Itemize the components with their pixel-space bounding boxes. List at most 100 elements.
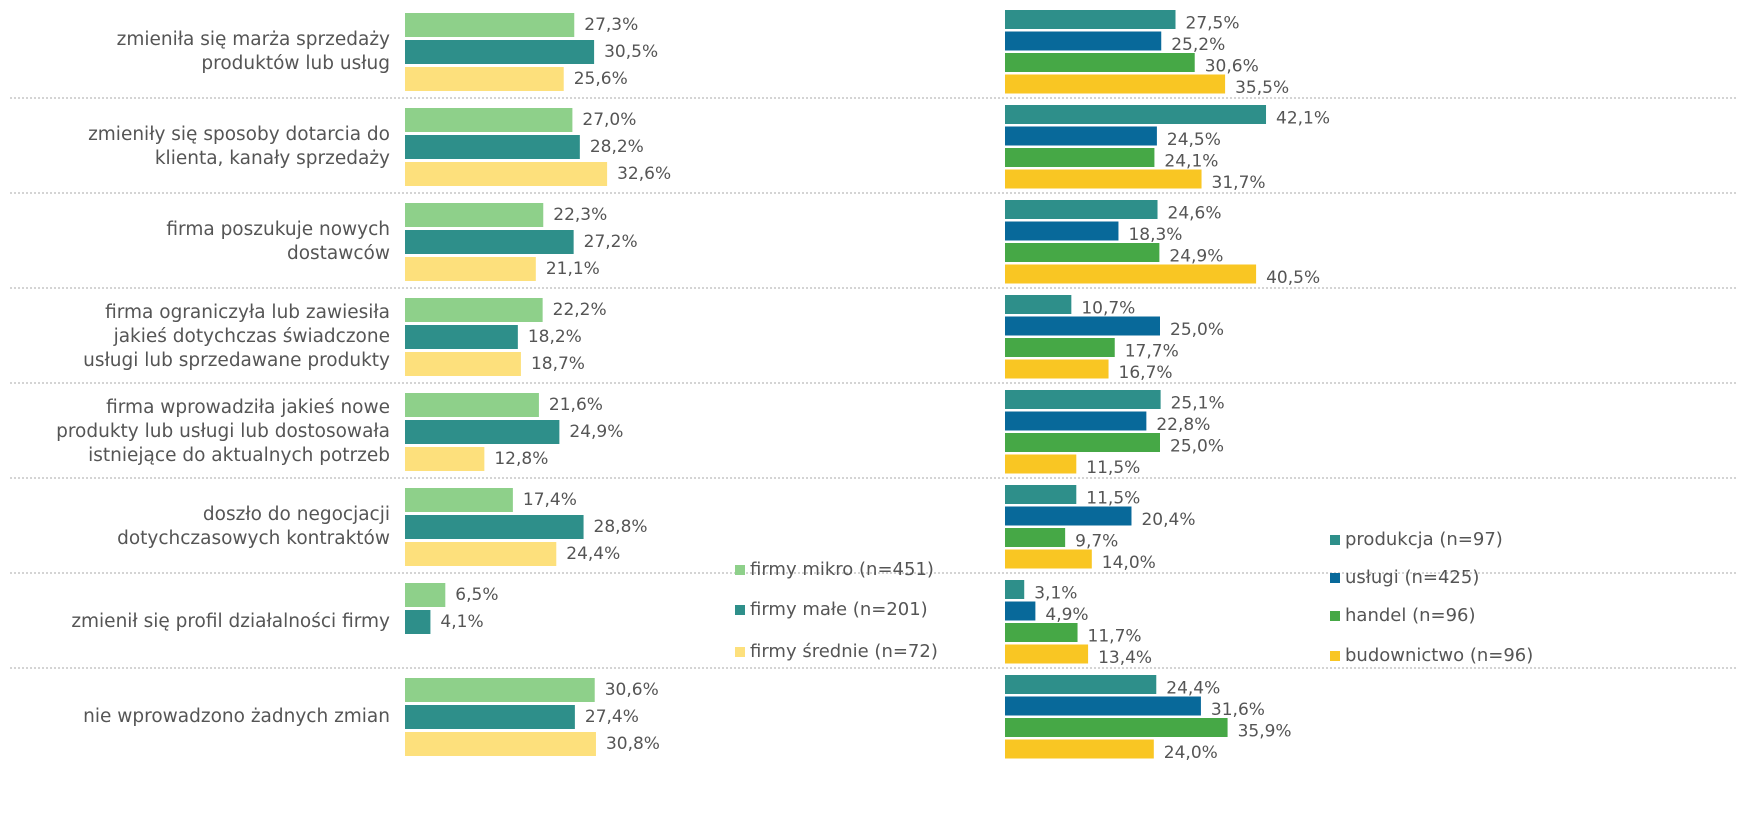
bar — [1005, 74, 1226, 94]
value-label: 27,2% — [584, 232, 638, 252]
value-label: 24,9% — [569, 422, 623, 442]
value-label: 18,7% — [531, 354, 585, 374]
category-label: zmieniła się marża sprzedaży produktów l… — [116, 29, 390, 74]
bar — [405, 515, 584, 539]
value-label: 40,5% — [1266, 268, 1320, 288]
bar — [1005, 126, 1157, 146]
value-label: 4,9% — [1045, 605, 1088, 625]
value-label: 24,0% — [1164, 743, 1218, 763]
bar — [405, 447, 485, 471]
value-label: 31,7% — [1212, 173, 1266, 193]
value-label: 30,6% — [605, 680, 659, 700]
legend-swatch — [1330, 573, 1340, 583]
bar — [405, 203, 544, 227]
value-label: 16,7% — [1119, 363, 1173, 383]
value-label: 22,3% — [553, 205, 607, 225]
value-label: 25,2% — [1171, 35, 1225, 55]
value-label: 24,5% — [1167, 130, 1221, 150]
bar — [1005, 644, 1089, 664]
bar — [1005, 696, 1201, 716]
category-label: firma ograniczyła lub zawiesiła jakieś d… — [83, 302, 390, 371]
value-label: 42,1% — [1276, 109, 1330, 129]
bar — [1005, 528, 1066, 547]
legend-label: firmy mikro (n=451) — [750, 559, 934, 580]
legend-swatch — [735, 605, 745, 615]
value-label: 28,2% — [590, 137, 644, 157]
bar — [405, 678, 595, 702]
bar — [405, 230, 574, 254]
legend-swatch — [735, 647, 745, 657]
value-label: 17,7% — [1125, 342, 1179, 362]
bar — [1005, 580, 1025, 599]
bar — [1005, 338, 1115, 357]
legend-label: firmy małe (n=201) — [750, 599, 928, 620]
bar — [405, 705, 575, 729]
value-label: 13,4% — [1098, 648, 1152, 668]
bar — [1005, 506, 1132, 526]
value-label: 27,5% — [1186, 14, 1240, 34]
value-label: 3,1% — [1034, 584, 1077, 604]
bar — [405, 732, 596, 756]
value-label: 31,6% — [1211, 700, 1265, 720]
bar — [405, 583, 446, 607]
bar — [405, 420, 560, 444]
value-label: 11,5% — [1086, 458, 1140, 478]
bar — [1005, 623, 1078, 642]
value-label: 17,4% — [523, 490, 577, 510]
bar — [1005, 169, 1202, 189]
value-label: 22,2% — [553, 300, 607, 320]
bar — [1005, 485, 1077, 504]
legend-label: budownictwo (n=96) — [1345, 645, 1533, 666]
bar — [405, 298, 543, 322]
value-label: 11,7% — [1088, 627, 1142, 647]
value-label: 25,0% — [1170, 437, 1224, 457]
category-label: zmieniły się sposoby dotarcia do klienta… — [88, 124, 390, 169]
bar — [405, 352, 521, 376]
bar — [405, 488, 513, 512]
bar — [1005, 243, 1160, 262]
legend-label: produkcja (n=97) — [1345, 529, 1503, 550]
bar — [1005, 390, 1161, 409]
value-label: 11,5% — [1086, 489, 1140, 509]
category-label: zmienił się profil działalności firmy — [71, 611, 390, 632]
value-label: 30,6% — [1205, 57, 1259, 77]
value-label: 30,8% — [606, 734, 660, 754]
value-label: 10,7% — [1081, 299, 1135, 319]
value-label: 24,6% — [1168, 204, 1222, 224]
value-label: 9,7% — [1075, 532, 1118, 552]
bar — [1005, 359, 1109, 379]
value-label: 18,2% — [528, 327, 582, 347]
value-label: 27,0% — [582, 110, 636, 130]
bar — [1005, 454, 1077, 474]
value-label: 4,1% — [440, 612, 483, 632]
bar — [405, 13, 575, 37]
bar — [405, 40, 595, 64]
value-label: 25,0% — [1170, 320, 1224, 340]
bar — [1005, 31, 1162, 51]
bar — [405, 393, 539, 417]
legend-label: handel (n=96) — [1345, 605, 1476, 626]
value-label: 35,9% — [1238, 722, 1292, 742]
bar — [405, 325, 518, 349]
value-label: 24,1% — [1164, 152, 1218, 172]
bar — [1005, 601, 1036, 621]
value-label: 35,5% — [1235, 78, 1289, 98]
category-label: firma poszukuje nowych dostawców — [166, 219, 390, 264]
value-label: 25,6% — [574, 69, 628, 89]
bar — [1005, 433, 1160, 452]
value-label: 28,8% — [594, 517, 648, 537]
value-label: 24,4% — [566, 544, 620, 564]
bar — [1005, 105, 1267, 124]
legend-swatch — [1330, 535, 1340, 545]
bar — [405, 162, 608, 186]
value-label: 21,1% — [546, 259, 600, 279]
value-label: 32,6% — [617, 164, 671, 184]
value-label: 30,5% — [604, 42, 658, 62]
bar — [1005, 148, 1155, 167]
legend-label: usługi (n=425) — [1345, 567, 1479, 588]
value-label: 6,5% — [455, 585, 498, 605]
value-label: 25,1% — [1171, 394, 1225, 414]
bar — [1005, 675, 1157, 694]
